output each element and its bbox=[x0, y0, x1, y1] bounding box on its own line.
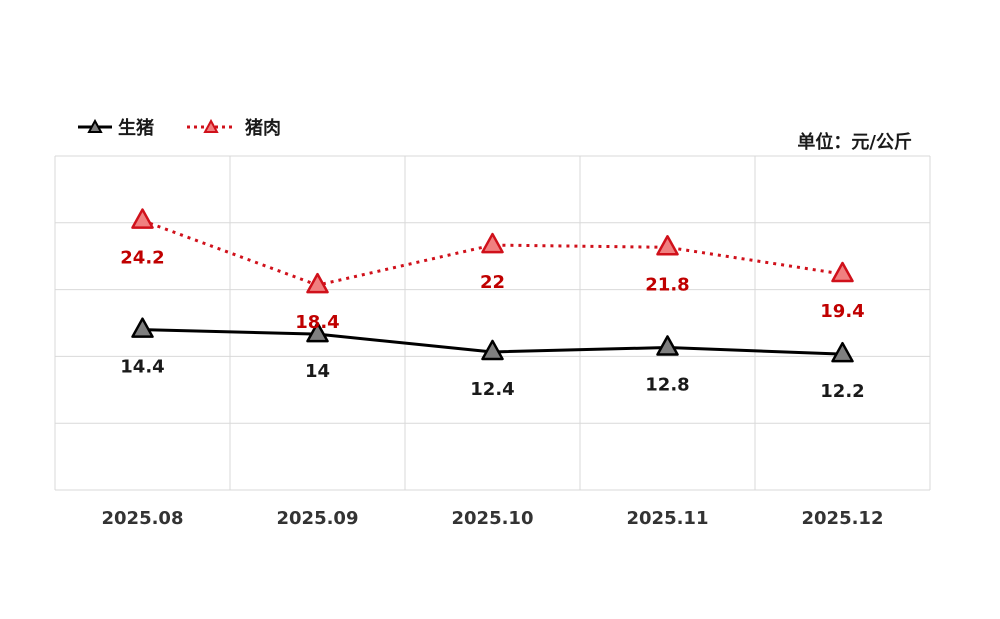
x-tick-label: 2025.08 bbox=[102, 508, 184, 529]
data-point-marker bbox=[831, 261, 854, 283]
data-point-marker bbox=[831, 341, 854, 363]
legend-marker-pork bbox=[203, 118, 219, 133]
legend-label-pork: 猪肉 bbox=[244, 117, 281, 139]
data-label: 14 bbox=[305, 361, 330, 382]
series-live-pig: 14.4 14 12.4 12.8 12.2 bbox=[120, 317, 865, 402]
legend-item-live-pig: 生猪 bbox=[78, 117, 154, 139]
data-point-marker bbox=[481, 339, 504, 361]
x-tick-label: 2025.09 bbox=[277, 508, 359, 529]
data-label: 24.2 bbox=[120, 248, 164, 269]
data-point-marker bbox=[306, 321, 329, 343]
data-label: 18.4 bbox=[295, 312, 339, 333]
data-label: 12.4 bbox=[470, 379, 514, 400]
x-tick-label: 2025.11 bbox=[627, 508, 709, 529]
legend-label-live-pig: 生猪 bbox=[118, 117, 154, 139]
data-label: 12.8 bbox=[645, 374, 689, 395]
data-point-marker bbox=[481, 232, 504, 254]
unit-label: 单位：元/公斤 bbox=[797, 131, 912, 153]
series-layer: 14.4 14 12.4 12.8 12.2 24.2 18.4 22 21.8 19.4 bbox=[120, 208, 865, 402]
series-pork: 24.2 18.4 22 21.8 19.4 bbox=[120, 208, 865, 333]
x-tick-label: 2025.12 bbox=[802, 508, 884, 529]
x-tick-label: 2025.10 bbox=[452, 508, 534, 529]
legend: 生猪 猪肉 bbox=[78, 117, 281, 139]
legend-marker-live-pig bbox=[87, 118, 103, 133]
data-label: 12.2 bbox=[820, 381, 864, 402]
data-point-marker bbox=[306, 272, 329, 294]
plot-grid bbox=[54, 155, 931, 491]
data-point-marker bbox=[656, 335, 679, 356]
data-label: 14.4 bbox=[120, 357, 164, 378]
x-axis-tick-labels: 2025.08 2025.09 2025.10 2025.11 2025.12 bbox=[102, 508, 884, 529]
data-point-marker bbox=[656, 235, 679, 256]
series-line bbox=[141, 219, 843, 287]
data-label: 22 bbox=[480, 272, 505, 293]
data-point-marker bbox=[131, 317, 154, 338]
data-point-marker bbox=[131, 208, 154, 229]
data-label: 21.8 bbox=[645, 274, 689, 295]
legend-item-pork: 猪肉 bbox=[187, 117, 281, 139]
data-label: 19.4 bbox=[820, 301, 864, 322]
